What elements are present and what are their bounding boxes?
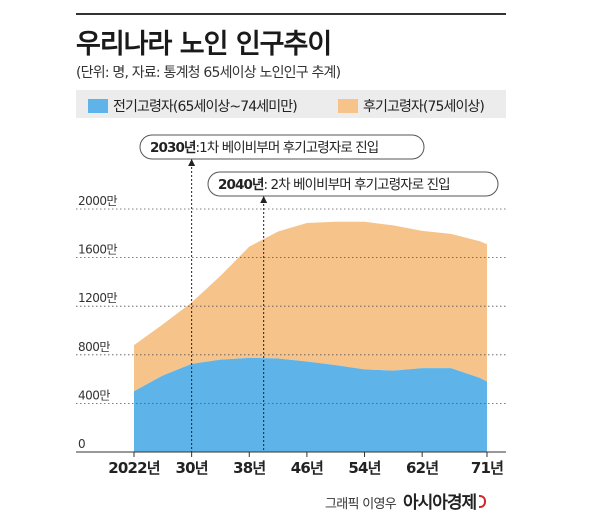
chart-title: 우리나라 노인 인구추이 xyxy=(76,29,332,60)
x-tick-label-2022: 2022년 xyxy=(108,459,160,477)
annotation-text-2040: 2040년: 2차 베이비부머 후기고령자로 진입 xyxy=(218,177,450,193)
annotation-year-2040: 2040년 xyxy=(218,177,264,193)
x-tick-label-2046: 46년 xyxy=(291,459,323,477)
area-early-elderly xyxy=(134,357,487,452)
publisher-logo-mark xyxy=(479,495,487,508)
legend-swatch-early-elderly xyxy=(88,99,108,113)
legend-swatch-late-elderly xyxy=(338,99,358,113)
legend-item-early-elderly: 전기고령자(65세이상~74세미만) xyxy=(88,96,298,116)
chart-subtitle: (단위: 명, 자료: 통계청 65세이상 노인인구 추계) xyxy=(76,65,341,81)
y-tick-label-0: 0 xyxy=(78,437,85,451)
annotation-text-2030: 2030년:1차 베이비부머 후기고령자로 진입 xyxy=(150,140,378,156)
legend-label-early-elderly: 전기고령자(65세이상~74세미만) xyxy=(113,99,298,115)
legend-item-late-elderly: 후기고령자(75세이상) xyxy=(338,96,485,116)
legend-label-late-elderly: 후기고령자(75세이상) xyxy=(363,99,485,115)
publisher-logo: 아시아경제 xyxy=(403,493,477,513)
x-tick-label-2062: 62년 xyxy=(406,459,438,477)
annotation-desc-2030: :1차 베이비부머 후기고령자로 진입 xyxy=(196,140,379,156)
footer: 그래픽 이영우 아시아경제 xyxy=(325,488,487,513)
annotation-box-2040 xyxy=(207,171,499,197)
y-tick-label-1600: 1600만 xyxy=(78,243,118,257)
area-late-elderly xyxy=(134,221,487,392)
annotation-arrow-2030 xyxy=(188,159,196,166)
x-tick-label-2038: 38년 xyxy=(233,459,265,477)
y-tick-label-800: 800만 xyxy=(78,340,110,354)
annotation-box-2030 xyxy=(139,134,425,160)
x-tick-label-2030: 30년 xyxy=(175,459,207,477)
x-tick-label-2071: 71년 xyxy=(471,459,503,477)
legend: 전기고령자(65세이상~74세미만) 후기고령자(75세이상) xyxy=(76,90,506,118)
annotation-desc-2040: : 2차 베이비부머 후기고령자로 진입 xyxy=(264,177,450,193)
top-rule xyxy=(76,13,506,15)
annotation-arrow-2040 xyxy=(260,196,268,203)
annotation-year-2030: 2030년 xyxy=(150,140,196,156)
graphic-credit: 그래픽 이영우 xyxy=(325,497,397,512)
y-tick-label-2000: 2000만 xyxy=(78,194,118,208)
y-tick-label-400: 400만 xyxy=(78,388,110,402)
y-tick-label-1200: 1200만 xyxy=(78,291,118,305)
x-tick-label-2054: 54년 xyxy=(348,459,380,477)
